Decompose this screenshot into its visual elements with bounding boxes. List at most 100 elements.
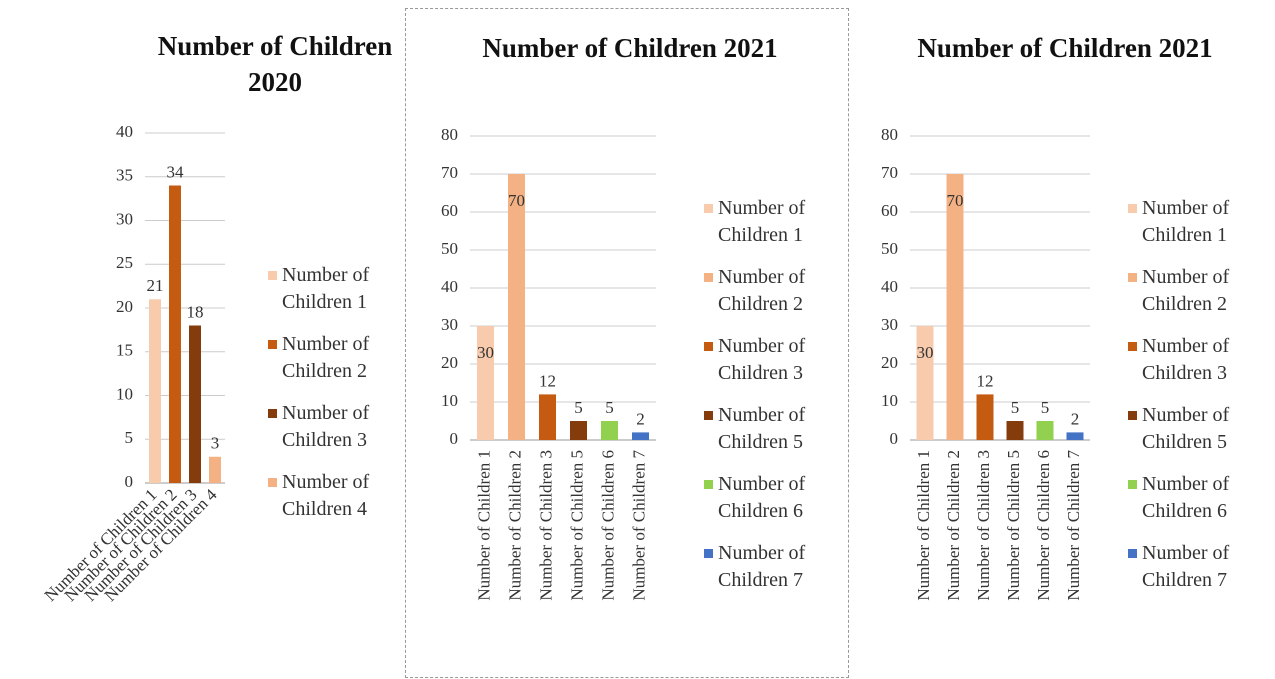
y-tick-label: 40: [881, 277, 898, 296]
x-tick-label: Number of Children 5: [1004, 450, 1023, 601]
bar: [169, 185, 181, 483]
bar: [601, 421, 618, 440]
y-tick-label: 50: [881, 239, 898, 258]
y-tick-label: 60: [441, 201, 458, 220]
bar: [1066, 432, 1084, 440]
chart-title: Number of Children 2021: [917, 33, 1213, 63]
panel-frame: [405, 8, 849, 678]
bar: [209, 456, 221, 483]
data-label: 5: [605, 398, 614, 417]
y-tick-label: 5: [125, 428, 134, 447]
legend-entry: Number of Children 4: [268, 469, 402, 523]
data-label: 2: [1071, 409, 1080, 428]
bar: [916, 326, 934, 440]
legend-entry: Number of Children 6: [1128, 471, 1262, 525]
x-tick-label: Number of Children 2: [944, 450, 963, 601]
x-tick-label: Number of Children 2: [505, 450, 524, 601]
legend-swatch: [1128, 549, 1137, 558]
legend-swatch: [704, 273, 713, 282]
y-tick-label: 25: [116, 253, 133, 272]
legend-entry: Number of Children 5: [704, 402, 838, 456]
legend-entry: Number of Children 7: [704, 540, 838, 594]
x-tick-label: Number of Children 7: [629, 450, 648, 601]
legend-swatch: [704, 342, 713, 351]
x-tick-label: Number of Children 6: [598, 450, 617, 601]
legend-entry: Number of Children 6: [704, 471, 838, 525]
legend-swatch: [1128, 342, 1137, 351]
y-tick-label: 30: [881, 315, 898, 334]
bar: [976, 394, 994, 440]
y-tick-label: 70: [881, 163, 898, 182]
legend-entry: Number of Children 2: [704, 264, 838, 318]
legend-swatch: [1128, 411, 1137, 420]
legend-entry: Number of Children 3: [704, 333, 838, 387]
legend-swatch: [704, 480, 713, 489]
x-tick-label: Number of Children 1: [914, 450, 933, 601]
bar: [189, 325, 201, 483]
y-tick-label: 80: [881, 125, 898, 144]
data-label: 5: [1041, 398, 1050, 417]
y-tick-label: 15: [116, 341, 133, 360]
y-tick-label: 30: [116, 209, 133, 228]
legend-entry: Number of Children 3: [1128, 333, 1262, 387]
bar: [1006, 421, 1024, 440]
legend-entry: Number of Children 1: [268, 262, 402, 316]
legend-swatch: [268, 409, 277, 418]
y-tick-label: 60: [881, 201, 898, 220]
legend-swatch: [1128, 204, 1137, 213]
data-label: 5: [574, 398, 583, 417]
y-tick-label: 50: [441, 239, 458, 258]
legend-swatch: [1128, 480, 1137, 489]
data-label: 30: [917, 343, 934, 362]
bar: [946, 174, 964, 440]
legend-entry: Number of Children 1: [704, 195, 838, 249]
legend-swatch: [1128, 273, 1137, 282]
legend-entry: Number of Children 2: [268, 331, 402, 385]
legend-swatch: [704, 549, 713, 558]
data-label: 3: [211, 434, 220, 453]
bar: [1036, 421, 1054, 440]
legend-swatch: [268, 478, 277, 487]
data-label: 70: [947, 191, 964, 210]
legend-entry: Number of Children 3: [268, 400, 402, 454]
legend-entry: Number of Children 7: [1128, 540, 1262, 594]
y-tick-label: 30: [441, 315, 458, 334]
data-label: 5: [1011, 398, 1020, 417]
data-label: 2: [636, 409, 645, 428]
x-tick-label: Number of Children 7: [1064, 450, 1083, 601]
x-tick-label: Number of Children 5: [567, 450, 586, 601]
y-tick-label: 40: [116, 122, 133, 141]
y-tick-label: 20: [116, 297, 133, 316]
data-label: 21: [147, 276, 164, 295]
legend-entry: Number of Children 2: [1128, 264, 1262, 318]
bar: [508, 174, 525, 440]
legend-swatch: [268, 271, 277, 280]
y-tick-label: 20: [441, 353, 458, 372]
y-tick-label: 35: [116, 166, 133, 185]
x-tick-label: Number of Children 1: [474, 450, 493, 601]
bar: [570, 421, 587, 440]
y-tick-label: 0: [125, 472, 134, 491]
x-tick-label: Number of Children 3: [536, 450, 555, 601]
x-tick-label: Number of Children 3: [974, 450, 993, 601]
y-tick-label: 10: [116, 384, 133, 403]
legend-swatch: [704, 204, 713, 213]
y-tick-label: 0: [890, 429, 899, 448]
data-label: 12: [977, 371, 994, 390]
y-tick-label: 70: [441, 163, 458, 182]
y-tick-label: 20: [881, 353, 898, 372]
chart-title: Number of Children 2021: [482, 33, 778, 63]
y-tick-label: 10: [441, 391, 458, 410]
y-tick-label: 40: [441, 277, 458, 296]
legend-entry: Number of Children 5: [1128, 402, 1262, 456]
y-tick-label: 10: [881, 391, 898, 410]
data-label: 18: [187, 302, 204, 321]
y-tick-label: 80: [441, 125, 458, 144]
x-tick-label: Number of Children 6: [1034, 450, 1053, 601]
y-tick-label: 0: [450, 429, 459, 448]
data-label: 30: [477, 343, 494, 362]
bar: [539, 394, 556, 440]
legend-entry: Number of Children 1: [1128, 195, 1262, 249]
